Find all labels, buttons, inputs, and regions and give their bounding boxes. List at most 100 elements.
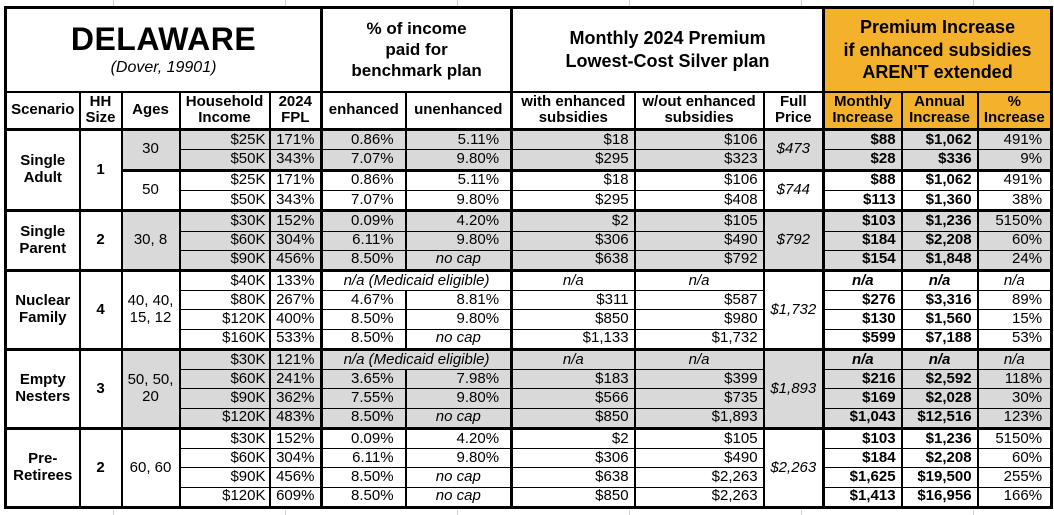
pct-increase-cell: 5150% xyxy=(976,426,1053,450)
premium-table: DELAWARE (Dover, 19901) % of income paid… xyxy=(4,6,1054,509)
income-pct-header: % of income paid for benchmark plan xyxy=(320,7,513,93)
enhanced-pct-cell: 0.86% xyxy=(320,168,407,191)
premium-wout-subsidies-cell: $490 xyxy=(633,230,765,251)
annual-increase-cell: n/a xyxy=(900,347,979,371)
premium-wout-subsidies-cell: $1,732 xyxy=(633,328,765,350)
annual-increase-cell: $12,516 xyxy=(900,407,979,429)
full-price-cell: $473 xyxy=(762,128,825,171)
premium-with-subsidies-cell: $295 xyxy=(510,189,636,212)
premium-with-subsidies-cell: $306 xyxy=(510,230,636,251)
household-income-cell: $120K xyxy=(178,486,271,509)
monthly-increase-cell: $88 xyxy=(822,168,903,191)
col-header-unenhanced: unenhanced xyxy=(404,90,513,132)
full-price-cell: $2,263 xyxy=(762,426,825,509)
table-row: Single Adult 1 30 $25K 171% 0.86% 5.11% $18 $106… xyxy=(4,128,1053,212)
annual-increase-cell: $1,062 xyxy=(900,168,979,191)
table-row: 50 $25K 171% 0.86% 5.11% $18 $106 $744 $88 $1,062… xyxy=(6,168,1053,212)
unenhanced-pct-cell: no cap xyxy=(404,407,513,429)
table-row: Nuclear Family 4 40, 40, 15, 12 $40K 133% n/a… xyxy=(4,268,1053,350)
unenhanced-pct-cell: 8.81% xyxy=(404,290,513,311)
fpl-cell: 304% xyxy=(268,448,323,469)
fpl-cell: 362% xyxy=(268,388,323,409)
table-row: $90K 456% 8.50% no cap $638 $2,263 $1,625 $19,5… xyxy=(6,467,1053,488)
monthly-increase-cell: $154 xyxy=(822,249,903,271)
full-price-cell: $1,893 xyxy=(762,347,825,429)
ages-cell: 50, 50, 20 xyxy=(120,347,181,429)
premium-with-subsidies-cell: $311 xyxy=(510,290,636,311)
fpl-cell: 152% xyxy=(268,209,323,232)
unenhanced-pct-cell: 7.98% xyxy=(404,369,513,390)
table-row: $50K 343% 7.07% 9.80% $295 $323 $28 $336 9% xyxy=(6,149,1053,171)
unenhanced-pct-cell: no cap xyxy=(404,249,513,271)
enhanced-pct-cell: 7.55% xyxy=(320,388,407,409)
enhanced-pct-cell: 8.50% xyxy=(320,467,407,488)
household-income-cell: $90K xyxy=(178,388,271,409)
monthly-increase-cell: $1,413 xyxy=(822,486,903,509)
spreadsheet-gridline xyxy=(285,510,286,515)
unenhanced-pct-cell: 9.80% xyxy=(404,388,513,409)
hh-size-cell: 2 xyxy=(78,426,123,509)
spreadsheet-gridline xyxy=(973,0,974,6)
unenhanced-pct-cell: 4.20% xyxy=(404,209,513,232)
unenhanced-pct-cell: no cap xyxy=(404,486,513,509)
unenhanced-pct-cell: 5.11% xyxy=(404,128,513,151)
unenhanced-pct-cell: 9.80% xyxy=(404,230,513,251)
annual-increase-cell: $1,848 xyxy=(900,249,979,271)
scenario-cell: Empty Nesters xyxy=(4,347,81,429)
spreadsheet-gridline xyxy=(801,510,802,515)
premium-with-subsidies-cell: $1,133 xyxy=(510,328,636,350)
region-title: DELAWARE xyxy=(70,21,257,57)
premium-with-subsidies-cell: $566 xyxy=(510,388,636,409)
col-header-full-price: Full Price xyxy=(762,90,825,132)
table-row: $90K 362% 7.55% 9.80% $566 $735 $169 $2,028 30% xyxy=(6,388,1053,409)
premium-wout-subsidies-cell: $490 xyxy=(633,448,765,469)
table-row: Empty Nesters 3 50, 50, 20 $30K 121% n/a (Med… xyxy=(4,347,1053,429)
hh-size-cell: 4 xyxy=(78,268,123,350)
fpl-cell: 241% xyxy=(268,369,323,390)
table-row: $80K 267% 4.67% 8.81% $311 $587 $276 $3,316 89% xyxy=(6,290,1053,311)
premium-wout-subsidies-cell: $106 xyxy=(633,128,765,151)
ages-cell: 30 xyxy=(120,128,181,171)
premium-wout-subsidies-cell: $105 xyxy=(633,426,765,450)
fpl-cell: 456% xyxy=(268,467,323,488)
monthly-increase-cell: $184 xyxy=(822,448,903,469)
pct-increase-cell: 30% xyxy=(976,388,1053,409)
household-income-cell: $30K xyxy=(178,209,271,232)
fpl-cell: 171% xyxy=(268,168,323,191)
spreadsheet-gridline xyxy=(285,0,286,6)
full-price-cell: $744 xyxy=(762,168,825,212)
premium-with-subsidies-cell: $2 xyxy=(510,209,636,232)
premium-wout-subsidies-cell: $980 xyxy=(633,309,765,330)
region-header: DELAWARE (Dover, 19901) xyxy=(4,7,323,93)
monthly-increase-cell: $599 xyxy=(822,328,903,350)
pct-increase-cell: n/a xyxy=(976,268,1053,292)
monthly-increase-cell: $88 xyxy=(822,128,903,151)
household-income-cell: $90K xyxy=(178,249,271,271)
household-income-cell: $40K xyxy=(178,268,271,292)
premium-wout-subsidies-cell: $1,893 xyxy=(633,407,765,429)
unenhanced-pct-cell: 9.80% xyxy=(404,448,513,469)
fpl-cell: 171% xyxy=(268,128,323,151)
fpl-cell: 304% xyxy=(268,230,323,251)
enhanced-pct-cell: 8.50% xyxy=(320,328,407,350)
fpl-cell: 533% xyxy=(268,328,323,350)
household-income-cell: $80K xyxy=(178,290,271,311)
scenario-cell: Single Parent xyxy=(4,209,81,271)
unenhanced-pct-cell: no cap xyxy=(404,328,513,350)
col-header-2024-fpl: 2024 FPL xyxy=(268,90,323,132)
increase-header: Premium Increase if enhanced subsidies A… xyxy=(822,7,1053,93)
fpl-cell: 152% xyxy=(268,426,323,450)
household-income-cell: $120K xyxy=(178,407,271,429)
premium-wout-subsidies-cell: $792 xyxy=(633,249,765,271)
col-header-annual-increase: Annual Increase xyxy=(900,90,979,132)
pct-increase-cell: 166% xyxy=(976,486,1053,509)
pct-increase-cell: 118% xyxy=(976,369,1053,390)
col-header-scenario: Scenario xyxy=(4,90,81,132)
annual-increase-cell: $2,028 xyxy=(900,388,979,409)
pct-increase-cell: 38% xyxy=(976,189,1053,212)
monthly-increase-cell: $169 xyxy=(822,388,903,409)
monthly-increase-cell: $216 xyxy=(822,369,903,390)
pct-increase-cell: n/a xyxy=(976,347,1053,371)
annual-increase-cell: $336 xyxy=(900,149,979,171)
spreadsheet-gridline xyxy=(113,510,114,515)
